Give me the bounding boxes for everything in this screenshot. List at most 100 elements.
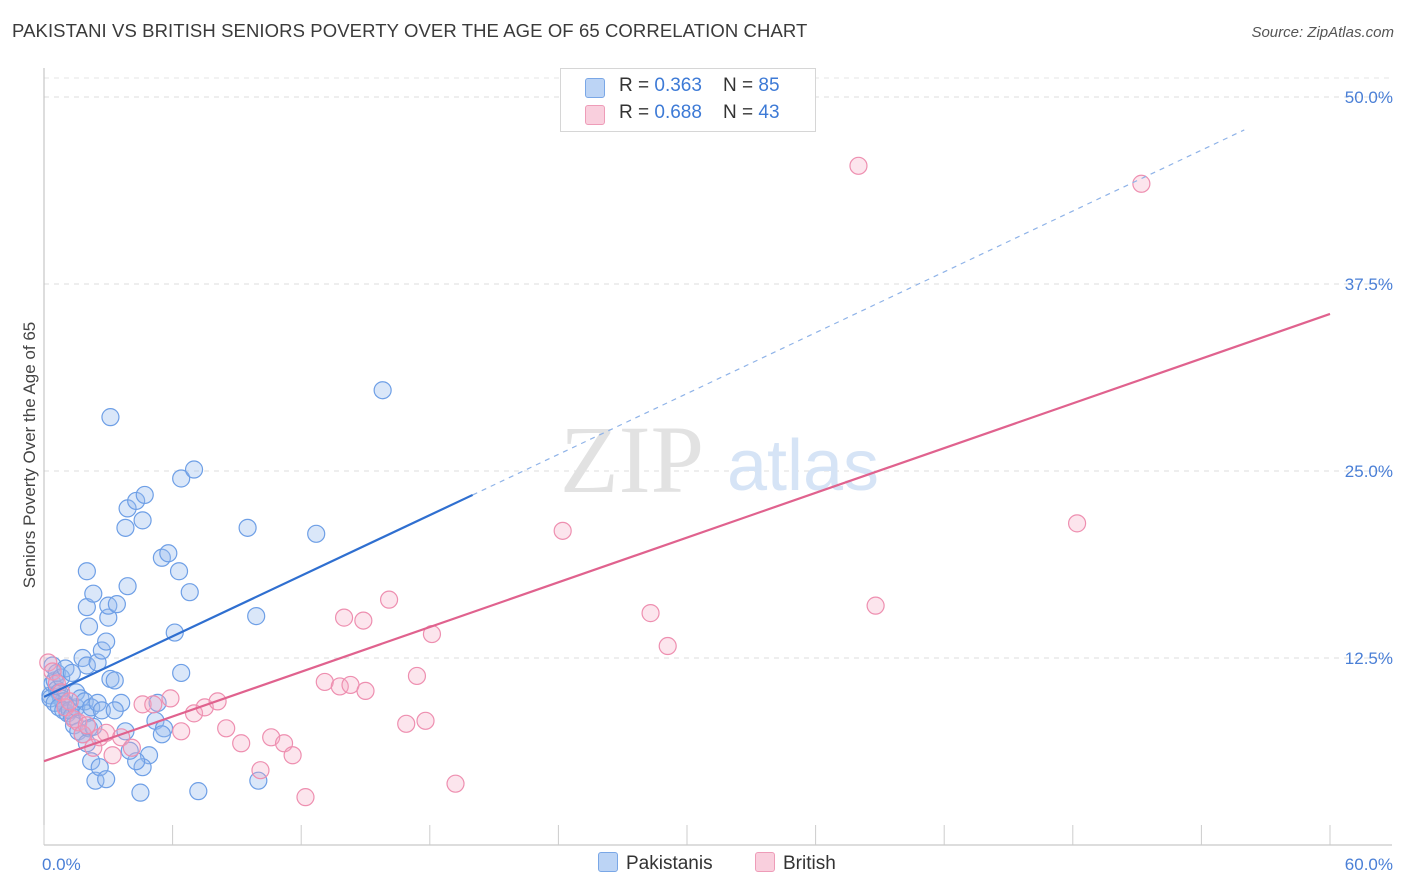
point-pakistanis-81 xyxy=(307,524,326,543)
point-pakistanis-52 xyxy=(118,577,137,596)
point-british-45 xyxy=(849,156,868,175)
point-pakistanis-56 xyxy=(133,511,152,530)
point-pakistanis-57 xyxy=(135,485,154,505)
point-british-9 xyxy=(77,716,96,735)
point-pakistanis-37 xyxy=(97,770,116,789)
point-british-25 xyxy=(251,761,270,780)
point-pakistanis-39 xyxy=(105,671,124,690)
legend-r-label: R = xyxy=(619,102,655,123)
legend-swatch-pakistanis xyxy=(585,78,605,98)
point-british-47 xyxy=(1067,514,1087,533)
point-british-41 xyxy=(446,774,465,793)
point-british-39 xyxy=(416,711,435,730)
bottom-legend-pakistanis: Pakistanis xyxy=(598,852,713,875)
x-tick-label-min: 0.0% xyxy=(42,855,81,874)
point-pakistanis-20 xyxy=(62,663,81,683)
point-pakistanis-49 xyxy=(84,584,103,603)
legend-r-value: 0.688 xyxy=(654,102,702,123)
point-pakistanis-44 xyxy=(97,632,116,651)
point-british-35 xyxy=(334,608,354,627)
legend-n-label: N = xyxy=(723,75,759,96)
bottom-legend-british: British xyxy=(755,852,836,875)
stats-legend: R = 0.363 N = 85 R = 0.688 N = 43 xyxy=(560,68,816,132)
point-pakistanis-70 xyxy=(131,783,150,802)
point-pakistanis-71 xyxy=(127,752,146,771)
trend-line-british xyxy=(43,312,1331,763)
y-tick-label-0: 12.5% xyxy=(1345,649,1393,668)
point-pakistanis-60 xyxy=(169,562,189,581)
point-british-17 xyxy=(144,695,163,714)
bottom-legend-swatch-british xyxy=(755,852,775,872)
point-pakistanis-51 xyxy=(107,595,126,614)
series-british xyxy=(39,156,1151,807)
point-pakistanis-79 xyxy=(238,518,257,537)
bottom-legend-label-british: British xyxy=(783,853,836,874)
legend-r-value: 0.363 xyxy=(654,75,702,96)
legend-n-value: 85 xyxy=(758,75,780,96)
point-pakistanis-80 xyxy=(247,607,266,626)
point-british-19 xyxy=(172,722,191,741)
point-british-42 xyxy=(553,521,572,540)
watermark: ZIP atlas xyxy=(560,406,879,513)
gridlines xyxy=(44,77,1392,659)
legend-r-label: R = xyxy=(619,75,655,96)
point-pakistanis-59 xyxy=(159,544,178,563)
point-pakistanis-74 xyxy=(112,693,131,712)
point-british-8 xyxy=(73,725,92,744)
trend-line-pakistanis-extension xyxy=(472,129,1245,496)
point-pakistanis-67 xyxy=(152,725,171,744)
series-pakistanis xyxy=(41,381,392,802)
point-pakistanis-53 xyxy=(116,518,135,537)
point-british-1 xyxy=(43,662,62,681)
point-british-23 xyxy=(217,719,236,738)
point-british-13 xyxy=(103,746,122,765)
point-pakistanis-76 xyxy=(101,408,120,427)
point-british-29 xyxy=(296,788,315,807)
point-pakistanis-72 xyxy=(120,741,139,760)
point-british-37 xyxy=(407,666,427,686)
bottom-legend-swatch-pakistanis xyxy=(598,852,618,872)
point-pakistanis-84 xyxy=(189,782,208,801)
point-british-44 xyxy=(658,636,677,656)
trend-lines xyxy=(43,129,1331,763)
x-tick-label-max: 60.0% xyxy=(1345,855,1393,874)
point-british-48 xyxy=(1132,174,1151,193)
legend-n-value: 43 xyxy=(758,102,780,123)
point-pakistanis-48 xyxy=(77,562,96,581)
tick-labels: 12.5% 25.0% 37.5% 50.0% 0.0% 60.0% xyxy=(42,88,1393,874)
point-pakistanis-75 xyxy=(105,701,124,720)
y-tick-label-1: 25.0% xyxy=(1345,462,1393,481)
point-british-34 xyxy=(354,611,373,630)
point-pakistanis-77 xyxy=(172,469,191,488)
watermark-atlas: atlas xyxy=(727,426,879,506)
point-british-18 xyxy=(161,689,180,708)
source-label: Source: ZipAtlas.com xyxy=(1251,24,1394,41)
point-british-5 xyxy=(60,692,79,711)
point-pakistanis-46 xyxy=(79,617,99,636)
point-british-0 xyxy=(39,653,58,672)
point-pakistanis-82 xyxy=(373,381,392,400)
point-pakistanis-32 xyxy=(92,701,111,720)
point-british-33 xyxy=(356,681,375,701)
point-british-15 xyxy=(122,738,141,757)
point-pakistanis-63 xyxy=(172,663,191,683)
legend-n-label: N = xyxy=(723,102,759,123)
point-pakistanis-61 xyxy=(180,583,199,602)
legend-swatch-british xyxy=(585,105,605,125)
y-tick-label-2: 37.5% xyxy=(1345,275,1393,294)
point-british-20 xyxy=(184,704,204,723)
axes xyxy=(43,68,1392,846)
point-british-28 xyxy=(283,746,302,765)
point-british-36 xyxy=(379,590,399,609)
point-pakistanis-43 xyxy=(92,641,111,660)
point-pakistanis-41 xyxy=(77,656,96,675)
point-british-38 xyxy=(397,714,416,733)
point-british-30 xyxy=(315,672,334,692)
point-british-16 xyxy=(133,695,152,714)
trend-line-pakistanis xyxy=(43,493,474,698)
chart-title: PAKISTANI VS BRITISH SENIORS POVERTY OVE… xyxy=(12,20,808,41)
y-tick-label-3: 50.0% xyxy=(1345,88,1393,107)
point-british-43 xyxy=(641,604,660,623)
point-pakistanis-78 xyxy=(184,460,204,479)
